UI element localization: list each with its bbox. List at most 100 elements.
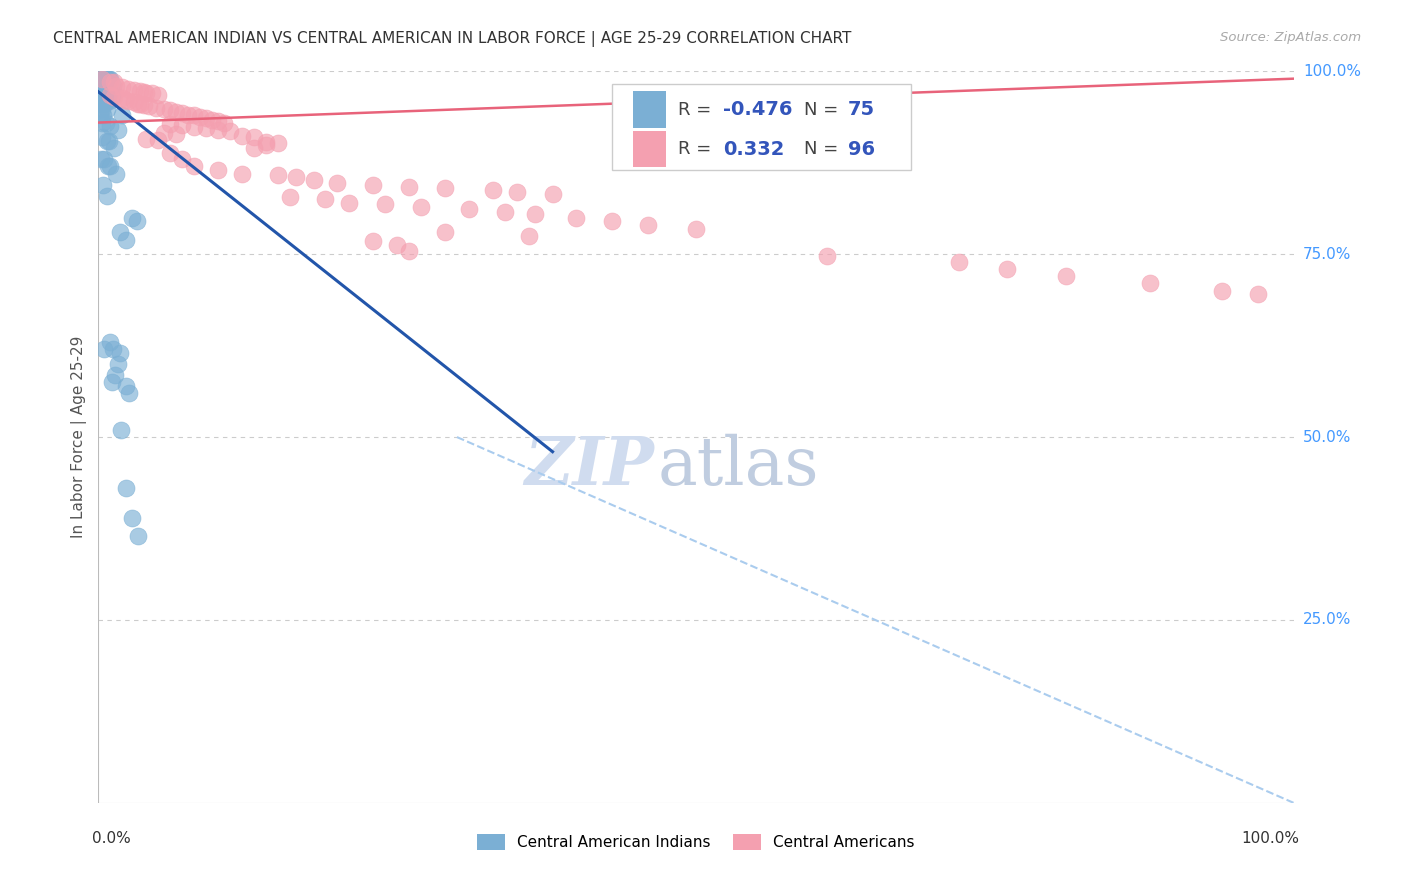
Point bbox=[91, 71, 114, 86]
Text: N =: N = bbox=[804, 101, 844, 119]
Point bbox=[98, 87, 122, 101]
Point bbox=[138, 99, 160, 113]
Point bbox=[127, 529, 149, 543]
Point bbox=[129, 84, 152, 98]
Point bbox=[96, 134, 118, 148]
Point bbox=[1211, 284, 1233, 298]
Point bbox=[326, 176, 349, 190]
Point bbox=[219, 124, 242, 138]
Point bbox=[243, 141, 266, 155]
Point bbox=[117, 82, 139, 96]
Point bbox=[98, 334, 122, 349]
Point bbox=[91, 90, 114, 104]
Point bbox=[91, 83, 114, 97]
Point bbox=[254, 137, 277, 152]
Point bbox=[207, 114, 229, 128]
Text: 0.0%: 0.0% bbox=[93, 831, 131, 846]
Point bbox=[91, 103, 114, 117]
Text: 75: 75 bbox=[848, 100, 875, 119]
Point bbox=[89, 108, 111, 122]
Point bbox=[188, 110, 211, 124]
Point bbox=[602, 214, 624, 228]
Point bbox=[565, 211, 588, 225]
Point bbox=[1139, 277, 1161, 291]
Point bbox=[90, 71, 112, 86]
Point bbox=[111, 80, 134, 95]
Point bbox=[398, 244, 420, 258]
Text: CENTRAL AMERICAN INDIAN VS CENTRAL AMERICAN IN LABOR FORCE | AGE 25-29 CORRELATI: CENTRAL AMERICAN INDIAN VS CENTRAL AMERI… bbox=[53, 31, 852, 47]
Point bbox=[97, 71, 120, 86]
Point bbox=[117, 94, 139, 108]
Point bbox=[104, 368, 127, 382]
Point bbox=[90, 97, 112, 112]
Point bbox=[278, 190, 301, 204]
Point bbox=[107, 123, 129, 137]
Point bbox=[98, 71, 122, 86]
Point bbox=[267, 168, 290, 182]
Point bbox=[96, 103, 118, 117]
Point bbox=[91, 87, 114, 101]
Point bbox=[124, 95, 146, 109]
Point bbox=[98, 83, 121, 97]
Point bbox=[995, 261, 1018, 276]
Text: R =: R = bbox=[678, 101, 717, 119]
Point bbox=[105, 78, 128, 93]
Point bbox=[159, 103, 181, 117]
Point bbox=[94, 90, 117, 104]
Point bbox=[207, 123, 229, 137]
Point bbox=[103, 75, 125, 89]
Point bbox=[93, 343, 115, 357]
Point bbox=[103, 141, 125, 155]
Point bbox=[91, 108, 114, 122]
Point bbox=[523, 207, 546, 221]
Point bbox=[96, 188, 118, 202]
Point bbox=[108, 346, 131, 360]
Point bbox=[96, 87, 118, 101]
Point bbox=[127, 96, 149, 111]
Point bbox=[135, 131, 157, 145]
Text: atlas: atlas bbox=[658, 434, 820, 499]
Point bbox=[267, 136, 290, 150]
Point bbox=[363, 178, 385, 192]
Point bbox=[141, 87, 163, 101]
Point bbox=[93, 152, 115, 166]
Point bbox=[172, 152, 194, 166]
Point bbox=[111, 108, 134, 122]
Point bbox=[132, 85, 155, 99]
Point bbox=[96, 75, 118, 89]
Text: 100.0%: 100.0% bbox=[1241, 831, 1299, 846]
Point bbox=[100, 376, 122, 390]
Point bbox=[494, 204, 516, 219]
Point bbox=[637, 218, 659, 232]
Point bbox=[118, 386, 141, 401]
Point bbox=[91, 71, 114, 86]
Point bbox=[98, 88, 122, 103]
Y-axis label: In Labor Force | Age 25-29: In Labor Force | Age 25-29 bbox=[72, 336, 87, 538]
Point bbox=[231, 128, 253, 143]
Text: Source: ZipAtlas.com: Source: ZipAtlas.com bbox=[1220, 31, 1361, 45]
Point bbox=[129, 97, 152, 112]
Point bbox=[115, 481, 138, 495]
Text: 25.0%: 25.0% bbox=[1303, 613, 1351, 627]
Point bbox=[159, 117, 181, 131]
Point bbox=[254, 135, 277, 149]
Point bbox=[101, 78, 124, 93]
Point bbox=[172, 119, 194, 133]
Point bbox=[145, 101, 167, 115]
Point bbox=[90, 152, 112, 166]
Point bbox=[398, 180, 420, 194]
Point bbox=[195, 121, 218, 136]
Point bbox=[100, 90, 122, 104]
Point bbox=[114, 93, 136, 107]
Point bbox=[363, 234, 385, 248]
Point bbox=[98, 71, 121, 86]
Point bbox=[98, 160, 122, 174]
Point bbox=[98, 94, 121, 108]
Text: 0.332: 0.332 bbox=[724, 139, 785, 159]
Text: ZIP: ZIP bbox=[524, 434, 654, 499]
Point bbox=[183, 120, 205, 134]
Point bbox=[165, 128, 187, 142]
Text: N =: N = bbox=[804, 140, 844, 158]
Point bbox=[91, 94, 114, 108]
Point bbox=[93, 71, 115, 86]
